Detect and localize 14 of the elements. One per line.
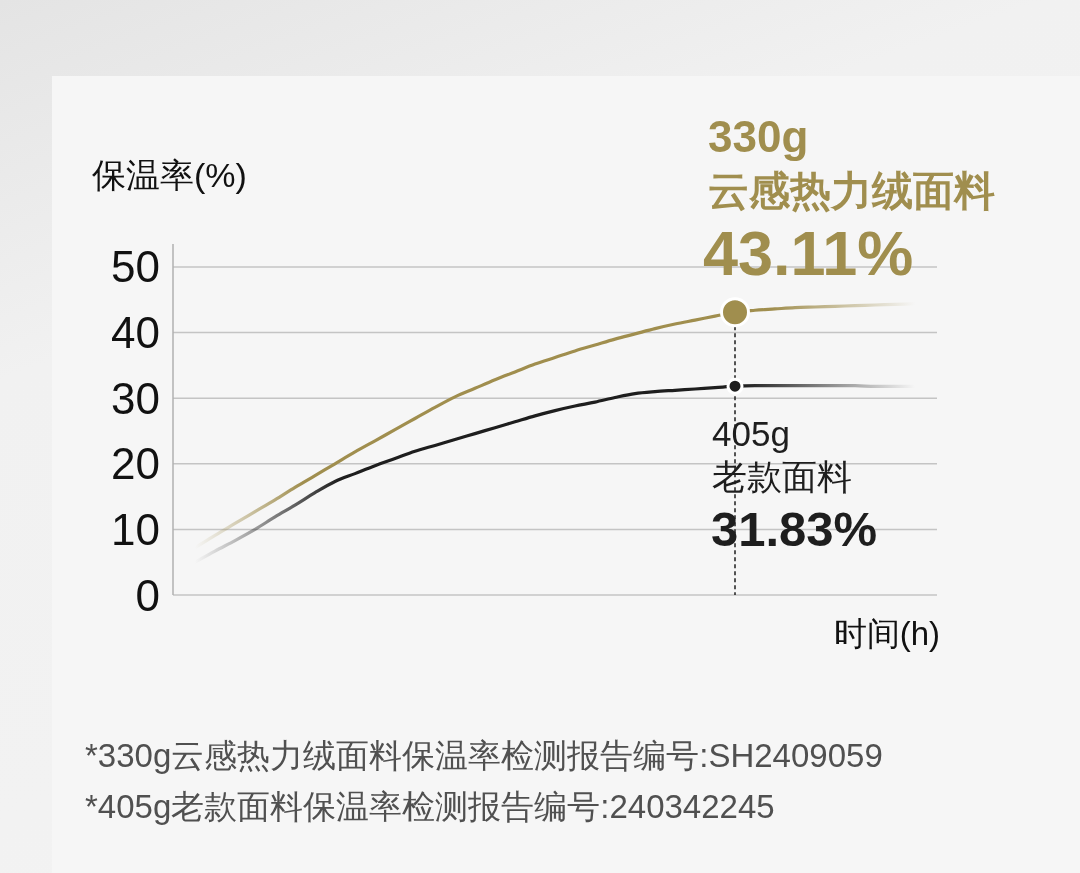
y-tick-label: 50	[111, 242, 160, 292]
y-tick-label: 20	[111, 439, 160, 489]
text: *330g云感热力绒面料保温率检测报告编号:SH2409059	[85, 737, 883, 774]
x-axis-title: 时间(h)	[833, 615, 940, 652]
data-label: 31.83%	[711, 502, 878, 557]
y-tick-label: 10	[111, 504, 160, 554]
data-label: 43.11%	[703, 218, 914, 289]
y-tick-label: 30	[111, 373, 160, 423]
y-tick-label: 40	[111, 308, 160, 358]
y-tick-label: 0	[135, 570, 160, 620]
y-axis-title: 保温率(%)	[92, 156, 247, 194]
text: 330g 云感热力绒面料	[708, 112, 995, 215]
series-label: 405g 老款面料	[712, 414, 852, 497]
text: *405g老款面料保温率检测报告编号:240342245	[85, 788, 775, 825]
